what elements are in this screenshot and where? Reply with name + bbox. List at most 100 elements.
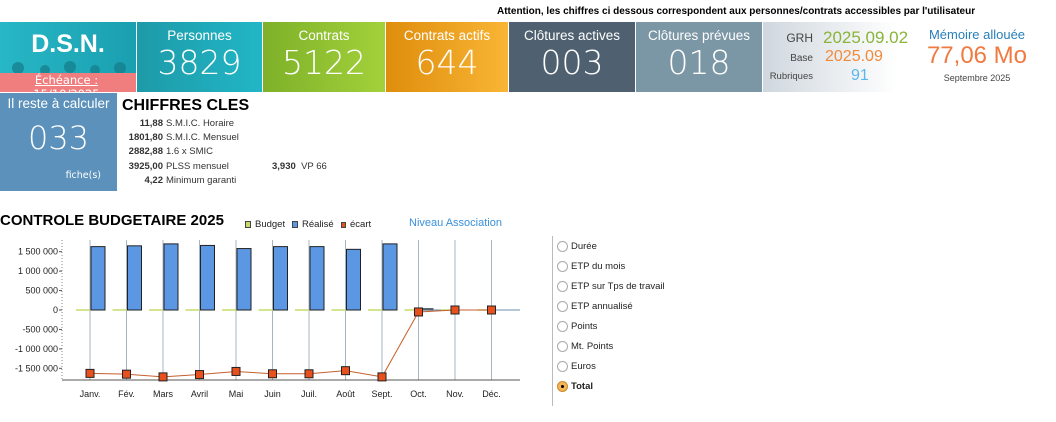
ecart-marker bbox=[450, 305, 460, 315]
tile-value: 5122 bbox=[282, 43, 366, 82]
radio-circle-icon bbox=[557, 380, 568, 392]
y-tick-label: 1 000 000 bbox=[18, 266, 58, 276]
key-figure-label: S.M.I.C. Mensuel bbox=[166, 132, 239, 144]
ecart-marker bbox=[487, 305, 496, 315]
x-tick-label: Juin bbox=[264, 389, 281, 399]
ecart-marker bbox=[304, 369, 314, 379]
x-tick-label: Juil. bbox=[301, 389, 317, 399]
tile-value: 3829 bbox=[157, 43, 242, 82]
key-figure-label: S.M.I.C. Horaire bbox=[166, 118, 235, 129]
ecart-marker bbox=[122, 369, 131, 379]
ecart-line bbox=[89, 309, 492, 378]
key-figure-value: 2882,88 bbox=[128, 146, 163, 158]
radio-circle-icon bbox=[557, 300, 568, 312]
key-figure-label: PLSS mensuel bbox=[166, 160, 229, 172]
tile-value: 018 bbox=[667, 43, 731, 82]
memory-period: Septembre 2025 bbox=[943, 73, 1011, 83]
key-figure-row: 1801,80 S.M.I.C. Mensuel bbox=[122, 132, 249, 146]
realise-bar bbox=[309, 246, 325, 311]
radio-circle-icon bbox=[557, 240, 568, 252]
legend-ecart[interactable]: écart bbox=[341, 219, 371, 230]
remaining-tile[interactable]: Il reste à calculer 033 fiche(s) bbox=[0, 93, 117, 191]
ecart-marker bbox=[268, 369, 277, 379]
radio-total[interactable]: Total bbox=[557, 376, 665, 396]
radio-label: Points bbox=[571, 320, 598, 332]
memory-value: 77,06 Mo bbox=[926, 42, 1028, 69]
remaining-unit: fiche(s) bbox=[65, 170, 101, 181]
version-info: GRH 2025.09.02 Base 2025.09 Rubriques 91 bbox=[763, 22, 908, 92]
key-figure-row: 11,88 S.M.I.C. Horaire bbox=[122, 118, 249, 132]
realise-bar bbox=[236, 248, 252, 311]
radio-etp-sur-tps-de-travail[interactable]: ETP sur Tps de travail bbox=[557, 276, 665, 296]
key-figure-value: 4,22 bbox=[144, 174, 164, 186]
tile-cact[interactable]: Contrats actifs 644 bbox=[386, 22, 508, 92]
ecart-marker bbox=[341, 366, 350, 376]
grh-version: 2025.09.02 bbox=[823, 28, 909, 47]
x-tick-label: Août bbox=[336, 389, 355, 399]
tile-clprev[interactable]: Clôtures prévues 018 bbox=[636, 22, 762, 92]
base-version: 2025.09 bbox=[825, 48, 883, 65]
radio-euros[interactable]: Euros bbox=[557, 356, 665, 376]
realise-bar bbox=[163, 243, 179, 311]
ecart-marker bbox=[231, 366, 241, 376]
niveau-association-link[interactable]: Niveau Association bbox=[409, 217, 502, 229]
radio-label: Euros bbox=[571, 360, 596, 372]
y-tick-label: -500 000 bbox=[22, 324, 58, 334]
radio-points[interactable]: Points bbox=[557, 316, 665, 336]
radio-dur-e[interactable]: Durée bbox=[557, 236, 665, 256]
realise-bar bbox=[382, 243, 398, 311]
legend-ecart-label: écart bbox=[350, 219, 372, 230]
ecart-marker bbox=[377, 372, 387, 382]
legend-realise[interactable]: Réalisé bbox=[292, 219, 334, 230]
radio-label: ETP annualisé bbox=[571, 300, 633, 312]
legend-budget-label: Budget bbox=[255, 219, 286, 230]
dsn-tile[interactable]: D.S.N. Échéance : 15/10/2025 bbox=[0, 22, 136, 92]
realise-bar bbox=[346, 248, 361, 311]
key-figure-label: Minimum garanti bbox=[166, 174, 237, 186]
y-tick-label: -1 000 000 bbox=[15, 344, 58, 354]
x-tick-label: Avril bbox=[191, 389, 208, 399]
tile-label: Personnes bbox=[167, 28, 232, 43]
x-tick-label: Oct. bbox=[410, 389, 427, 399]
tile-clact[interactable]: Clôtures actives 003 bbox=[509, 22, 635, 92]
budget-chart: Janv. Fév. Mars Avril Mai Juin Juil. Août Sept. O… bbox=[15, 240, 520, 399]
radio-circle-icon bbox=[557, 320, 568, 332]
legend-budget[interactable]: Budget bbox=[245, 219, 285, 230]
realise-bar bbox=[273, 246, 288, 311]
radio-mt-points[interactable]: Mt. Points bbox=[557, 336, 665, 356]
ecart-marker bbox=[414, 307, 423, 317]
radio-label: Total bbox=[571, 380, 593, 392]
x-tick-label: Mai bbox=[229, 389, 244, 399]
echeance-link[interactable]: Échéance : 15/10/2025 bbox=[0, 73, 136, 92]
radio-circle-icon bbox=[557, 360, 568, 372]
key-figure-row: 2882,88 1.6 x SMIC bbox=[122, 146, 249, 160]
x-tick-label: Déc. bbox=[482, 389, 501, 399]
key-figures: CHIFFRES CLES 11,88 S.M.I.C. Horaire 1801,… bbox=[122, 97, 327, 189]
radio-circle-icon bbox=[557, 260, 568, 272]
y-tick-label: 1 500 000 bbox=[18, 247, 58, 257]
radio-etp-annualis-[interactable]: ETP annualisé bbox=[557, 296, 665, 316]
tile-pers[interactable]: Personnes 3829 bbox=[137, 22, 262, 92]
base-label: Base bbox=[790, 53, 813, 64]
key-figure-value: 1801,80 bbox=[128, 132, 163, 144]
radio-etp-du-mois[interactable]: ETP du mois bbox=[557, 256, 665, 276]
y-tick-label: -1 500 000 bbox=[15, 363, 58, 373]
memory-label: Mémoire allouée bbox=[928, 27, 1026, 42]
dsn-title: D.S.N. bbox=[31, 30, 105, 58]
radio-label: Mt. Points bbox=[571, 340, 614, 352]
tile-label: Clôtures prévues bbox=[647, 28, 751, 43]
x-tick-label: Nov. bbox=[446, 389, 464, 399]
vp-66: 3,930 VP 66 bbox=[272, 161, 327, 172]
tile-cont[interactable]: Contrats 5122 bbox=[263, 22, 385, 92]
key-figures-title: CHIFFRES CLES bbox=[122, 97, 250, 114]
radio-label: ETP du mois bbox=[571, 260, 626, 272]
rubriques-count: 91 bbox=[851, 67, 869, 84]
tile-label: Clôtures actives bbox=[523, 28, 621, 43]
remaining-label: Il reste à calculer bbox=[7, 96, 110, 111]
key-figure-row: 3925,00 PLSS mensuel bbox=[122, 161, 249, 175]
radio-circle-icon bbox=[557, 280, 568, 292]
ecart-marker bbox=[85, 368, 95, 378]
realise-bar bbox=[200, 244, 215, 311]
measure-radio-group: Durée ETP du mois ETP sur Tps de travail ET… bbox=[552, 236, 665, 406]
key-figure-value: 3925,00 bbox=[128, 160, 163, 172]
